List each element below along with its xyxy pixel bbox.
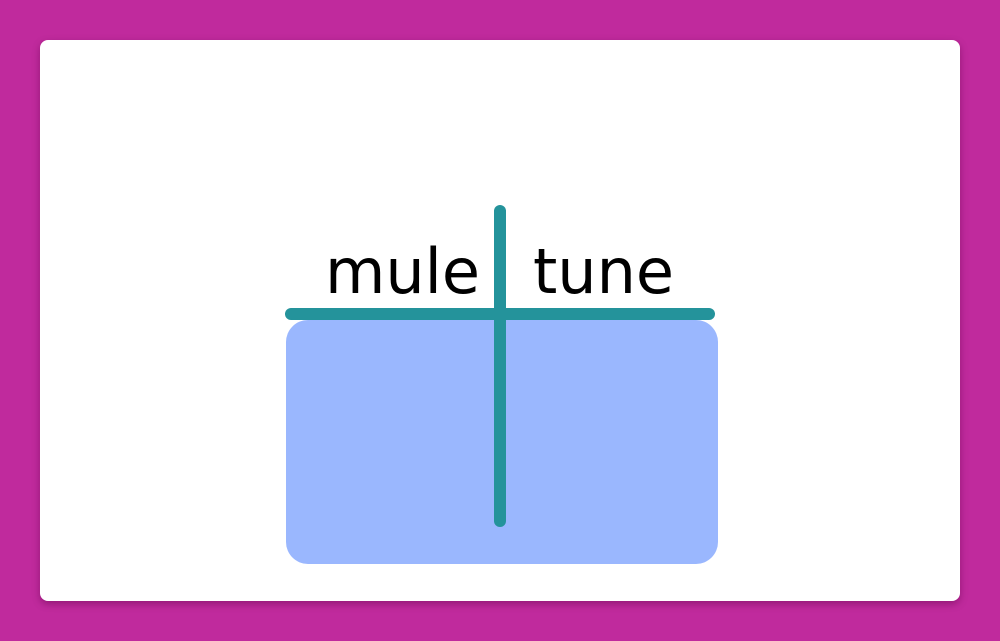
- vertical-divider: [494, 205, 506, 527]
- column-header-left: mule: [324, 235, 480, 308]
- column-header-right: tune: [533, 235, 675, 308]
